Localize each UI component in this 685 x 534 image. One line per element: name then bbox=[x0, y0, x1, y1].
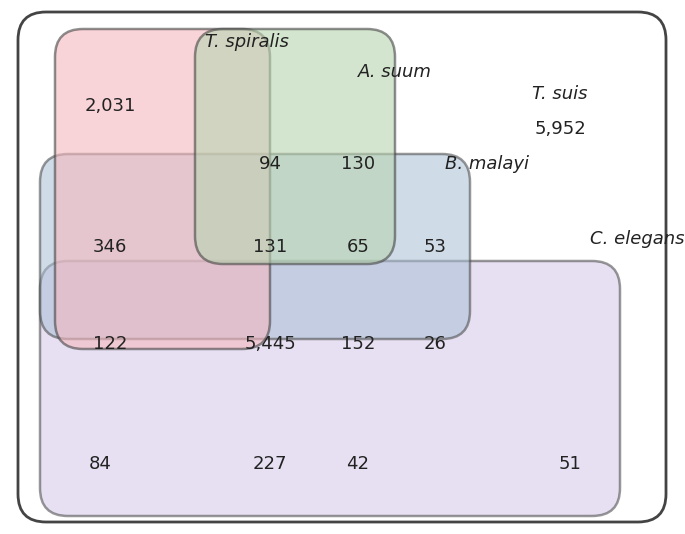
Text: 84: 84 bbox=[88, 455, 112, 473]
Text: C. elegans: C. elegans bbox=[590, 230, 684, 248]
Text: 130: 130 bbox=[341, 155, 375, 173]
Text: 26: 26 bbox=[423, 335, 447, 353]
Text: 152: 152 bbox=[341, 335, 375, 353]
Text: 51: 51 bbox=[558, 455, 582, 473]
Text: 346: 346 bbox=[92, 238, 127, 256]
FancyBboxPatch shape bbox=[18, 12, 666, 522]
FancyBboxPatch shape bbox=[195, 29, 395, 264]
FancyBboxPatch shape bbox=[40, 261, 620, 516]
Text: 5,445: 5,445 bbox=[244, 335, 296, 353]
Text: 227: 227 bbox=[253, 455, 287, 473]
Text: T. spiralis: T. spiralis bbox=[205, 33, 289, 51]
Text: 2,031: 2,031 bbox=[84, 97, 136, 115]
FancyBboxPatch shape bbox=[40, 154, 470, 339]
Text: 42: 42 bbox=[347, 455, 369, 473]
Text: T. suis: T. suis bbox=[532, 85, 588, 103]
Text: 122: 122 bbox=[92, 335, 127, 353]
Text: B. malayi: B. malayi bbox=[445, 155, 529, 173]
Text: 53: 53 bbox=[423, 238, 447, 256]
Text: A. suum: A. suum bbox=[358, 63, 432, 81]
Text: 5,952: 5,952 bbox=[534, 120, 586, 138]
Text: 94: 94 bbox=[258, 155, 282, 173]
Text: 131: 131 bbox=[253, 238, 287, 256]
FancyBboxPatch shape bbox=[55, 29, 270, 349]
Text: 65: 65 bbox=[347, 238, 369, 256]
